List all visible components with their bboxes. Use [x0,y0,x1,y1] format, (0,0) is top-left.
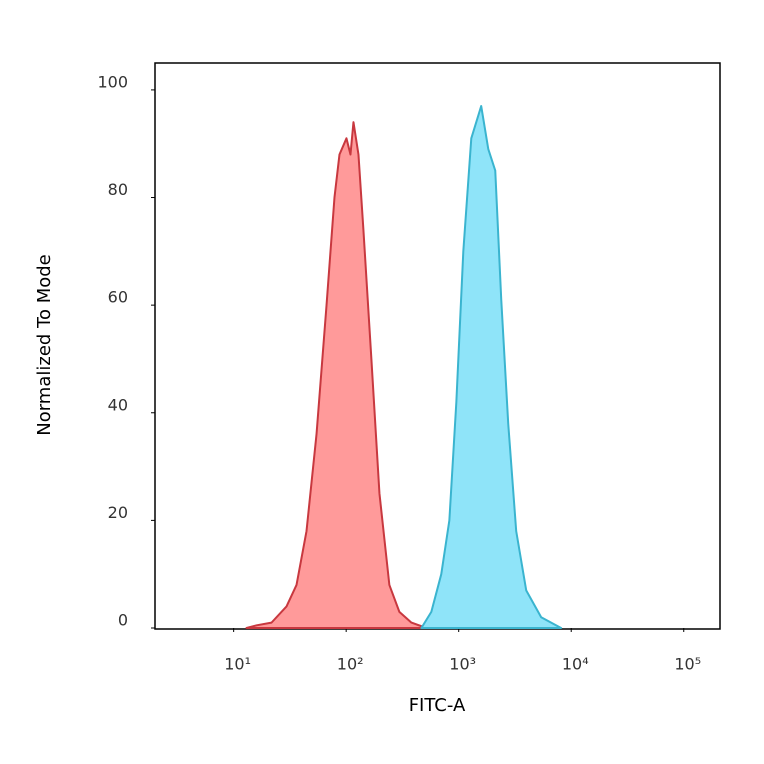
y-tick-label: 0 [118,611,128,630]
y-axis-label: Normalized To Mode [34,254,55,436]
x-axis-label: FITC-A [409,695,466,716]
y-tick-label: 20 [108,503,128,522]
x-tick-label: 10⁴ [562,655,589,674]
histogram-area [245,121,428,629]
x-tick-label: 10³ [449,655,476,674]
x-tick-label: 10⁵ [674,655,701,674]
y-tick-label: 40 [108,395,128,414]
x-tick-label: 10¹ [224,655,251,674]
histogram-area [420,105,563,629]
x-tick-label: 10² [337,655,364,674]
y-tick-label: 80 [108,180,128,199]
y-tick-label: 60 [108,288,128,307]
y-tick-label: 100 [97,72,128,91]
plot-frame [154,62,721,630]
